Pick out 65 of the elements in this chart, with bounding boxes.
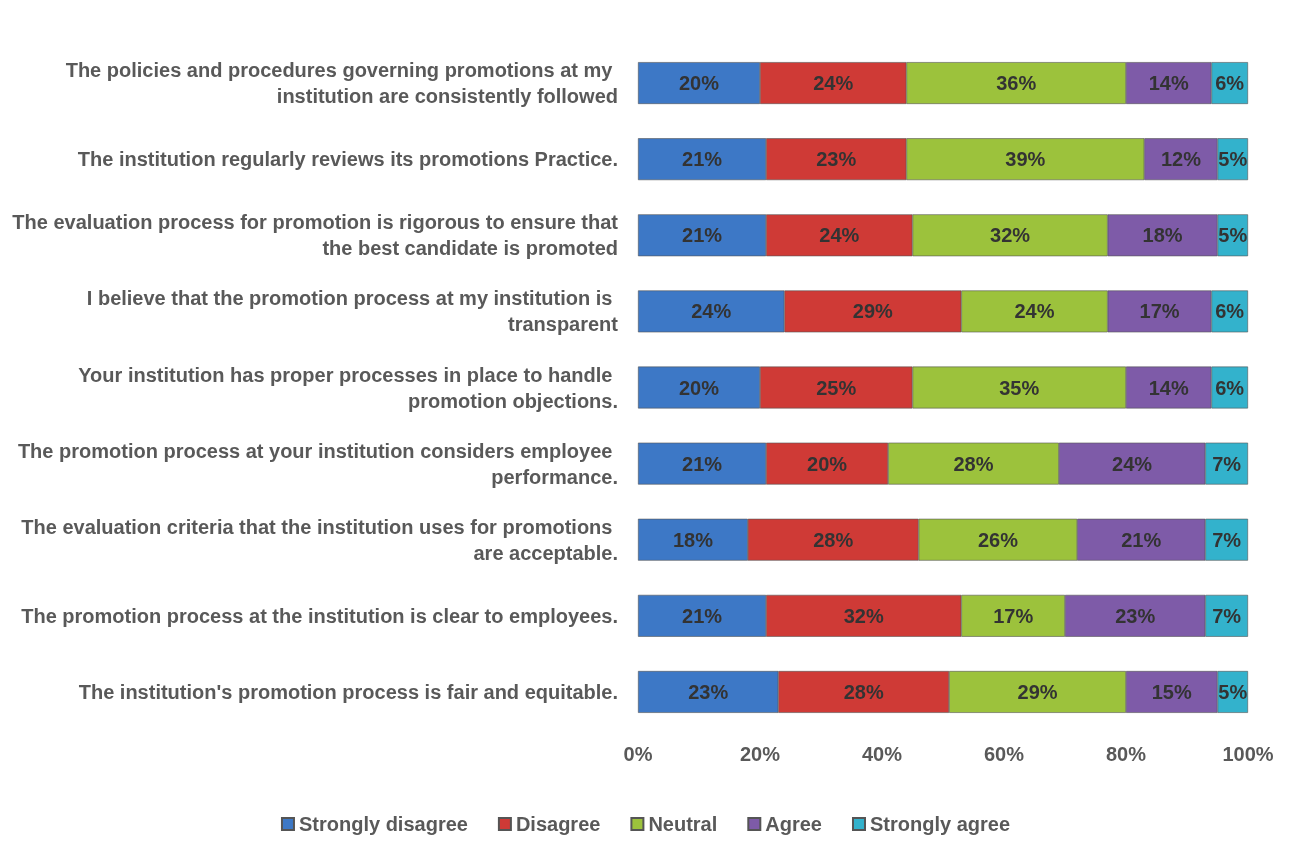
legend-label: Disagree <box>515 813 601 835</box>
y-tick-label: The institution's promotion process is fair and equitable. <box>78 680 618 703</box>
data-label: 7% <box>1212 528 1242 551</box>
data-label: 7% <box>1212 604 1242 627</box>
data-label: 28% <box>953 452 994 475</box>
data-label: 21% <box>682 604 723 627</box>
data-label: 5% <box>1218 680 1248 703</box>
data-label: 35% <box>999 376 1040 399</box>
y-tick-label: I believe that the promotion process at my institution is transparent <box>86 287 619 336</box>
data-label: 24% <box>819 224 860 247</box>
x-tick-label: 0% <box>623 743 653 765</box>
data-label: 20% <box>807 452 848 475</box>
y-tick-label: The promotion process at your institution considers employee performance. <box>17 439 618 488</box>
data-label: 23% <box>688 680 729 703</box>
legend-label: Neutral <box>648 813 718 835</box>
data-label: 36% <box>996 72 1037 95</box>
data-label: 5% <box>1218 224 1248 247</box>
x-tick-label: 80% <box>1105 743 1147 765</box>
data-label: 14% <box>1148 376 1189 399</box>
data-label: 29% <box>1017 680 1058 703</box>
data-label: 32% <box>843 604 884 627</box>
data-label: 21% <box>682 452 723 475</box>
data-label: 32% <box>990 224 1031 247</box>
data-label: 15% <box>1151 680 1192 703</box>
legend-label: Agree <box>765 813 823 835</box>
y-tick-label: Your institution has proper processes in place to handle promotion objections. <box>78 363 618 412</box>
data-label: 6% <box>1215 376 1245 399</box>
data-label: 7% <box>1212 452 1242 475</box>
data-label: 21% <box>682 148 723 171</box>
data-label: 6% <box>1215 72 1245 95</box>
legend-label: Strongly disagree <box>298 813 468 835</box>
data-label: 24% <box>1014 300 1055 323</box>
data-label: 21% <box>1121 528 1162 551</box>
y-tick-label: The institution regularly reviews its promotions Practice. <box>77 148 618 171</box>
data-label: 17% <box>993 604 1034 627</box>
data-label: 23% <box>816 148 857 171</box>
legend-label: Strongly agree <box>869 813 1011 835</box>
data-label: 28% <box>843 680 884 703</box>
data-label: 23% <box>1115 604 1156 627</box>
data-label: 6% <box>1215 300 1245 323</box>
data-label: 25% <box>816 376 857 399</box>
data-label: 17% <box>1139 300 1180 323</box>
data-label: 12% <box>1160 148 1202 171</box>
data-label: 14% <box>1148 72 1189 95</box>
data-label: 18% <box>1142 224 1183 247</box>
data-label: 26% <box>977 528 1019 551</box>
data-label: 20% <box>678 376 720 399</box>
x-tick-label: 20% <box>739 743 781 765</box>
y-tick-label: The evaluation criteria that the institution uses for promotions are acceptable. <box>21 515 618 564</box>
data-label: 39% <box>1005 148 1046 171</box>
data-label: 18% <box>672 528 714 551</box>
data-label: 29% <box>852 300 894 323</box>
x-tick-label: 60% <box>983 743 1025 765</box>
data-label: 20% <box>678 72 720 95</box>
x-tick-label: 40% <box>861 743 903 765</box>
data-label: 21% <box>682 224 723 247</box>
y-tick-label: The promotion process at the institution is clear to employees. <box>21 604 618 627</box>
y-tick-label: The policies and procedures governing promotions at my institution are consistently followed <box>65 59 618 108</box>
y-tick-label: The evaluation process for promotion is rigorous to ensure that the best candidate is promoted <box>12 211 619 260</box>
data-label: 24% <box>813 72 854 95</box>
x-tick-label: 100% <box>1222 743 1274 765</box>
data-label: 24% <box>1112 452 1153 475</box>
data-label: 5% <box>1218 148 1248 171</box>
data-label: 28% <box>813 528 854 551</box>
data-label: 24% <box>691 300 732 323</box>
